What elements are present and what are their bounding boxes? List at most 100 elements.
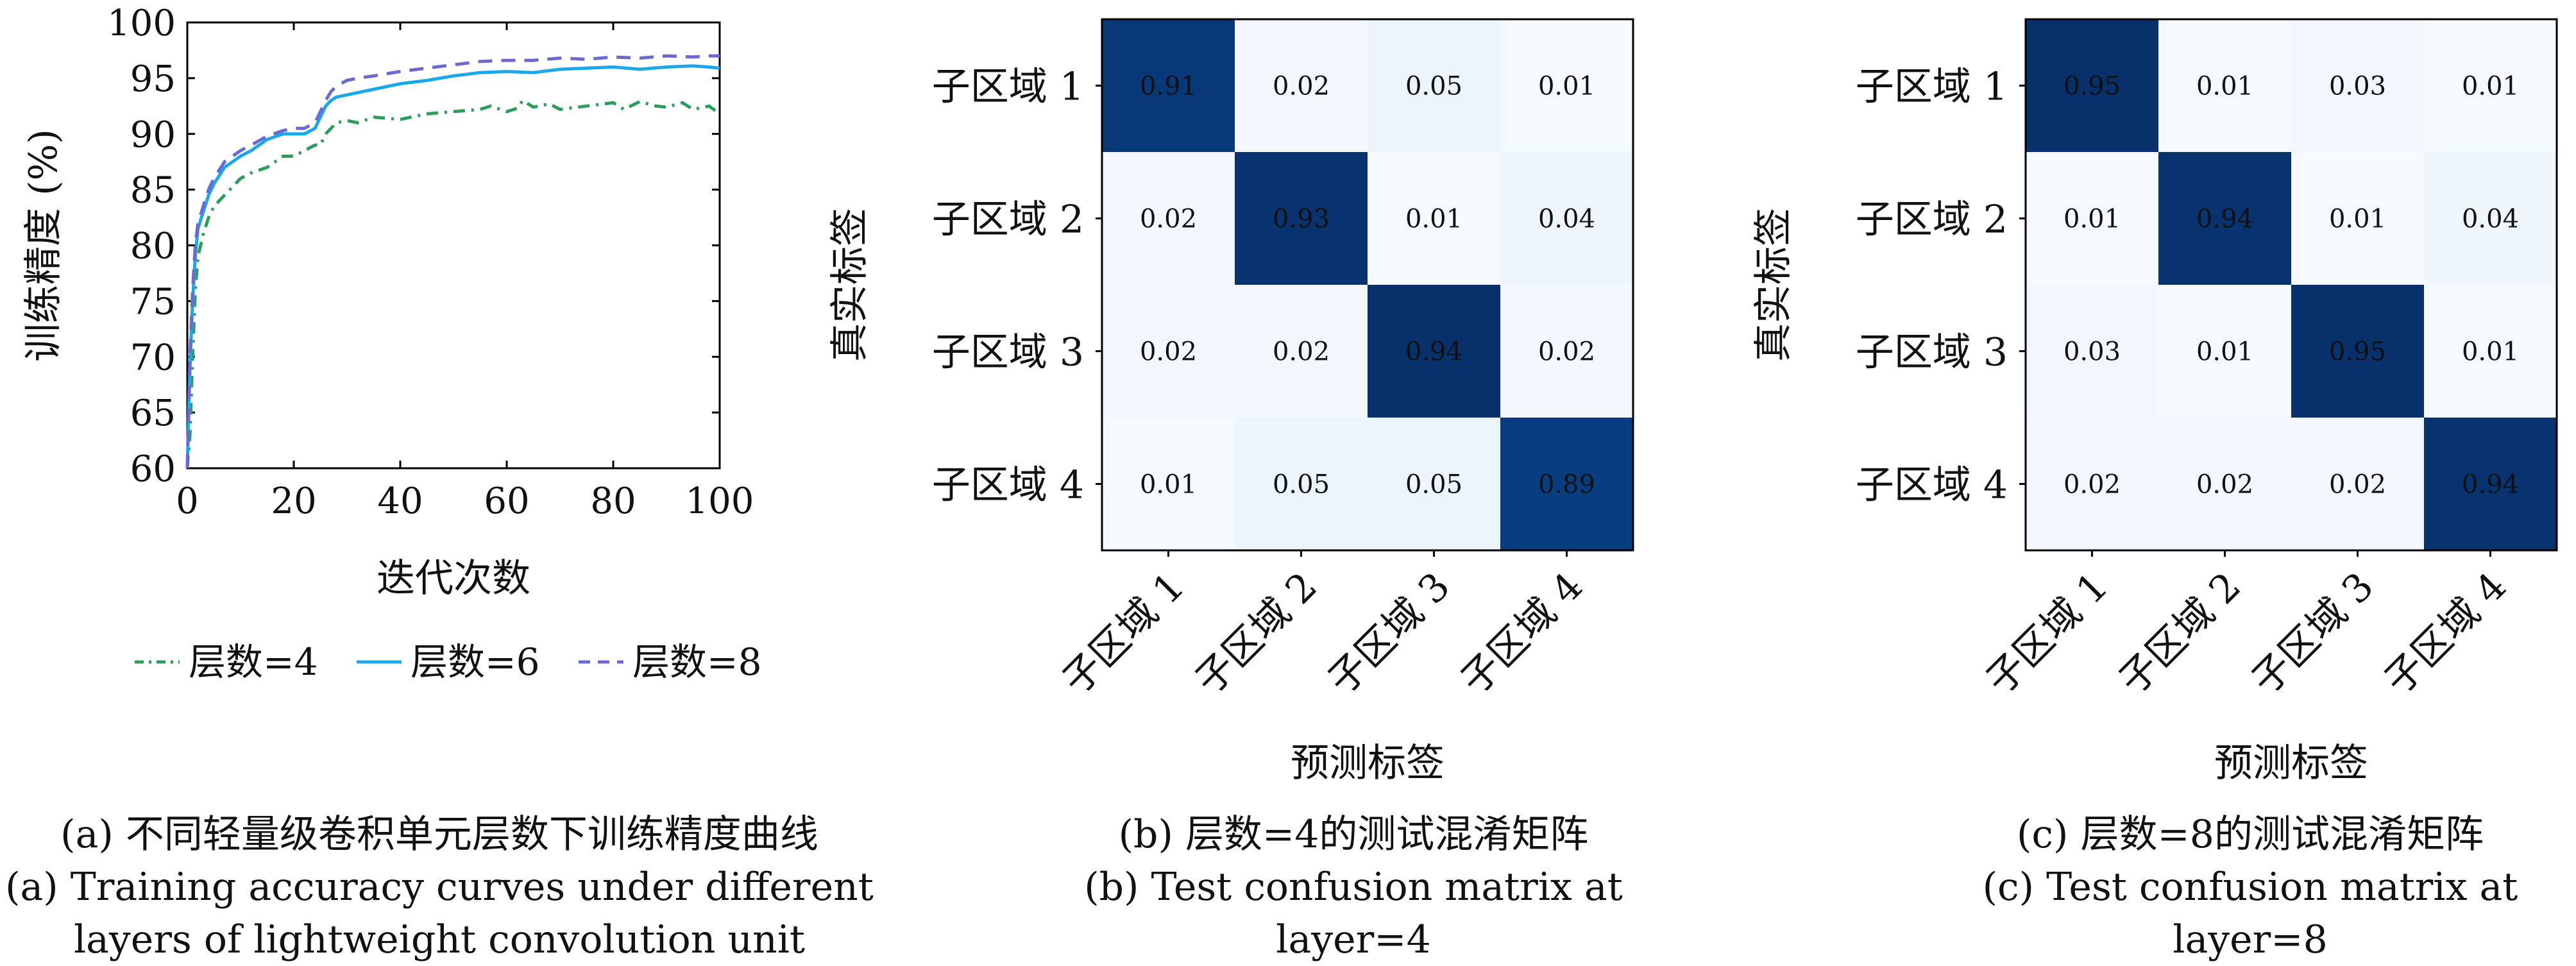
caption-b-en-2: layer=4 [1276,917,1431,962]
matrix-frame [2024,18,2558,552]
matrix-frame [1101,18,1634,552]
heatmap-cell [1235,285,1368,418]
x-axis-label: 预测标签 [2214,741,2368,786]
x-axis-label: 预测标签 [1291,741,1445,786]
x-tick-label: 40 [377,480,423,522]
cell-value-label: 0.93 [1273,205,1330,234]
y-tick-label: 100 [107,3,176,44]
cell-value-label: 0.02 [2196,470,2253,500]
confusion-matrix-layer4: 0.91 0.02 0.05 0.01 0.02 0.93 0.01 0.04 0.02 0.02… [827,18,1634,786]
heatmap-cell [1368,285,1500,418]
caption-c: (c) 层数=8的测试混淆矩阵 (c) Test confusion matri… [1924,808,2576,966]
cell-value-label: 0.02 [2063,470,2121,500]
cell-value-label: 0.01 [1405,205,1462,234]
plot-frame [186,21,721,470]
heatmap-cell [1235,152,1368,285]
caption-c-en-2: layer=8 [2173,917,2328,962]
heatmap-cell [2158,152,2291,285]
cell-value-label: 0.02 [1140,337,1197,367]
series-line-1 [185,99,721,469]
heatmap-cell [1235,19,1368,152]
heatmap-cell [2291,285,2424,418]
x-category-label: 子区域 1 [1054,564,1193,703]
cell-value-label: 0.05 [1405,72,1462,101]
y-tick-label: 80 [130,226,176,267]
heatmap-cell [1102,152,1235,285]
caption-a-zh: (a) 不同轻量级卷积单元层数下训练精度曲线 [60,812,818,857]
x-category-label: 子区域 3 [1319,564,1459,703]
heatmap-cell [1500,285,1633,418]
y-axis-label: 真实标签 [1751,208,1796,362]
x-category-label: 子区域 1 [1978,564,2117,703]
cell-value-label: 0.01 [2329,205,2386,234]
y-axis-label: 真实标签 [827,208,872,362]
x-tick-label: 80 [590,480,636,522]
y-category-label: 子区域 4 [1856,463,2008,508]
x-tick-label: 0 [176,480,199,522]
cell-value-label: 0.01 [2462,72,2519,101]
x-axis-label: 迭代次数 [377,556,530,601]
y-category-label: 子区域 1 [1856,65,2008,110]
cell-value-label: 0.95 [2329,337,2386,367]
cell-value-label: 0.02 [1140,205,1197,234]
heatmap-cell [2026,152,2158,285]
cell-value-label: 0.03 [2329,72,2386,101]
heatmap-cell [1500,152,1633,285]
cell-value-label: 0.89 [1538,470,1595,500]
caption-c-zh: (c) 层数=8的测试混淆矩阵 [2017,812,2484,857]
heatmap-cell [1368,418,1500,550]
cell-value-label: 0.94 [2196,205,2253,234]
y-tick-label: 85 [130,170,176,212]
cell-value-label: 0.01 [2196,337,2253,367]
heatmap-cell [2026,19,2158,152]
accuracy-line-chart: 60 65 70 75 80 85 90 95 100 0 20 40 60 80 100 迭代次数 训练精度 … [21,3,762,684]
caption-a-en-2: layers of lightweight convolution unit [73,917,806,962]
y-tick-label: 70 [130,337,176,378]
x-tick-label: 100 [686,480,754,522]
y-tick-label: 90 [130,114,176,156]
cell-value-label: 0.01 [2462,337,2519,367]
legend-label-2: 层数=6 [411,640,540,684]
cell-value-label: 0.02 [1273,337,1330,367]
cell-value-label: 0.04 [2462,205,2519,234]
y-tick-label: 60 [130,448,176,490]
heatmap-cell [1368,152,1500,285]
heatmap-cell [1235,418,1368,550]
y-category-label: 子区域 2 [1856,198,2008,242]
heatmap-cell [2158,19,2291,152]
x-tick-label: 20 [271,480,316,522]
cell-value-label: 0.01 [2196,72,2253,101]
heatmap-cell [1500,418,1633,550]
caption-b: (b) 层数=4的测试混淆矩阵 (b) Test confusion matri… [1001,808,1706,966]
series-line-3 [185,54,720,469]
confusion-matrix-layer8: 0.95 0.01 0.03 0.01 0.01 0.94 0.01 0.04 0.03 0.01… [1751,18,2558,786]
y-category-label: 子区域 3 [932,330,1084,375]
heatmap-cell [2424,19,2557,152]
caption-b-en-1: (b) Test confusion matrix at [1084,865,1623,910]
y-tick-label: 75 [130,281,176,323]
heatmap-cell [2424,285,2557,418]
x-category-label: 子区域 2 [2110,564,2250,703]
heatmap-cell [1500,19,1633,152]
series-line-2 [185,64,720,469]
caption-a: (a) 不同轻量级卷积单元层数下训练精度曲线 (a) Training accu… [0,808,879,966]
y-axis-label: 训练精度 (%) [21,129,66,362]
cell-value-label: 0.95 [2063,72,2121,101]
cell-value-label: 0.02 [1538,337,1595,367]
caption-b-zh: (b) 层数=4的测试混淆矩阵 [1118,812,1589,857]
y-category-label: 子区域 2 [932,198,1084,242]
caption-a-en-1: (a) Training accuracy curves under diffe… [5,865,874,910]
y-category-label: 子区域 4 [932,463,1084,508]
x-category-label: 子区域 4 [1452,564,1591,703]
heatmap-cell [1368,19,1500,152]
cell-value-label: 0.94 [1405,337,1462,367]
y-tick-label: 65 [130,393,176,434]
x-category-label: 子区域 4 [2376,564,2515,703]
cell-value-label: 0.05 [1405,470,1462,500]
cell-value-label: 0.02 [2329,470,2386,500]
heatmap-cell [1102,418,1235,550]
caption-c-en-1: (c) Test confusion matrix at [1982,865,2518,910]
cell-value-label: 0.01 [1140,470,1197,500]
heatmap-cell [2026,418,2158,550]
